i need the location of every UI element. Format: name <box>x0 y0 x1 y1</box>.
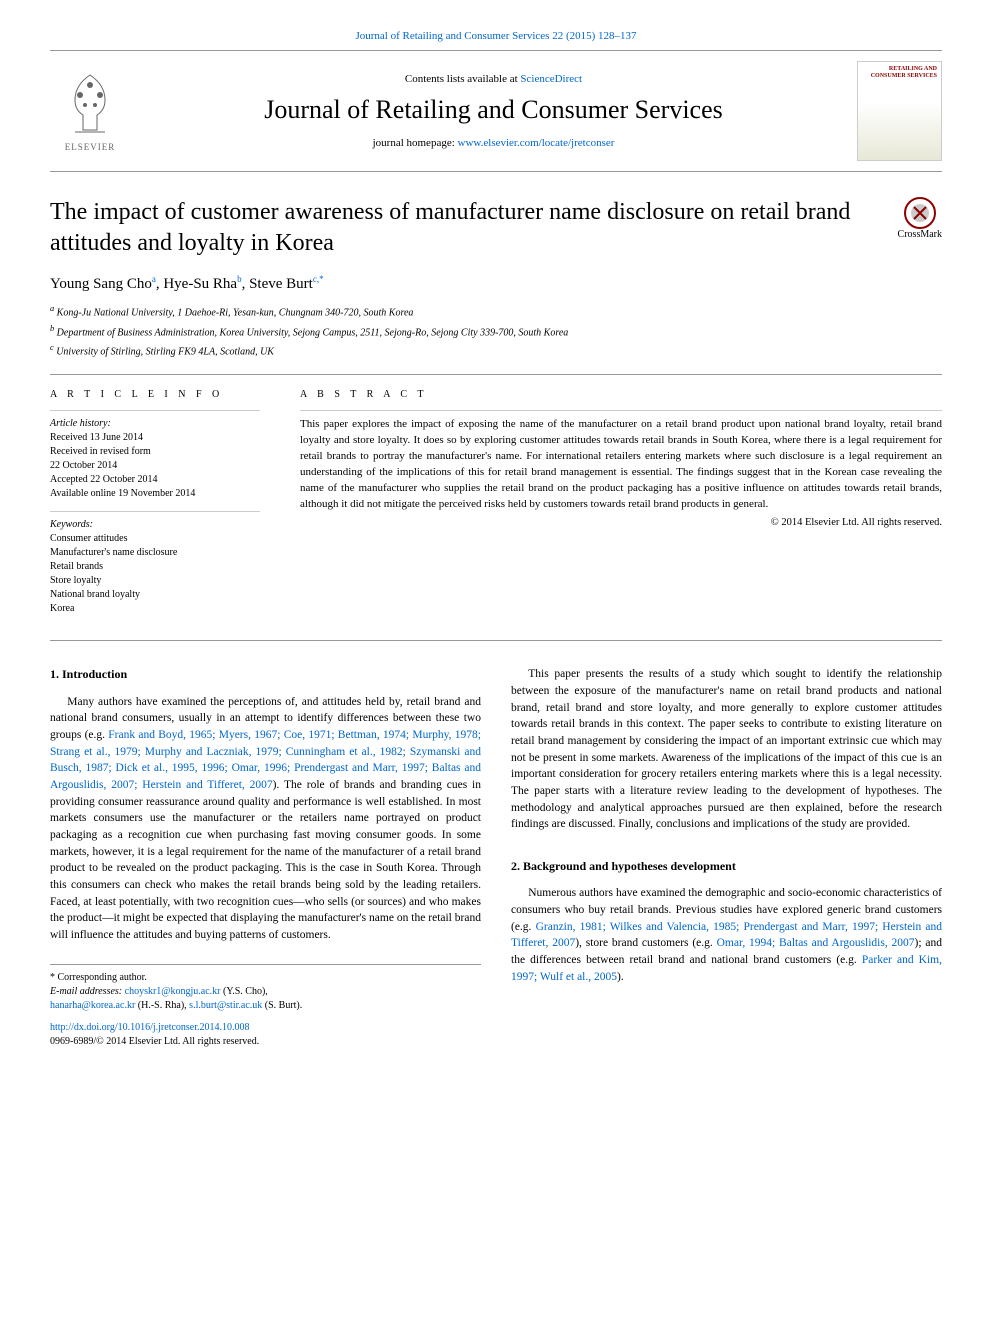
affiliation-c: c University of Stirling, Stirling FK9 4… <box>50 342 942 359</box>
email-1[interactable]: choyskr1@kongju.ac.kr <box>125 986 221 997</box>
aff-b-text: Department of Business Administration, K… <box>57 327 569 338</box>
corresponding-author: * Corresponding author. <box>50 971 481 985</box>
contents-line: Contents lists available at ScienceDirec… <box>150 73 837 85</box>
s1-p2: This paper presents the results of a stu… <box>511 666 942 833</box>
email-3[interactable]: s.l.burt@stir.ac.uk <box>189 1000 262 1011</box>
kw-1: Consumer attitudes <box>50 532 260 546</box>
homepage-prefix: journal homepage: <box>373 137 458 149</box>
article-info-heading: A R T I C L E I N F O <box>50 389 260 400</box>
kw-3: Retail brands <box>50 560 260 574</box>
running-head: Journal of Retailing and Consumer Servic… <box>50 30 942 42</box>
history-received: Received 13 June 2014 <box>50 431 260 445</box>
history-accepted: Accepted 22 October 2014 <box>50 473 260 487</box>
affiliation-b: b Department of Business Administration,… <box>50 323 942 340</box>
homepage-link[interactable]: www.elsevier.com/locate/jretconser <box>458 137 615 149</box>
running-head-link[interactable]: Journal of Retailing and Consumer Servic… <box>355 30 636 42</box>
email-3-name: (S. Burt). <box>262 1000 302 1011</box>
s2-p1: Numerous authors have examined the demog… <box>511 885 942 985</box>
elsevier-logo: ELSEVIER <box>50 70 130 152</box>
journal-name: Journal of Retailing and Consumer Servic… <box>150 95 837 125</box>
abstract-heading: A B S T R A C T <box>300 389 942 400</box>
keywords-label: Keywords: <box>50 518 260 532</box>
kw-5: National brand loyalty <box>50 588 260 602</box>
affiliation-a: a Kong-Ju National University, 1 Daehoe-… <box>50 303 942 320</box>
s2-cite2[interactable]: Omar, 1994; Baltas and Argouslidis, 2007 <box>717 937 915 949</box>
journal-cover-thumb: RETAILING AND CONSUMER SERVICES <box>857 61 942 161</box>
s2-mid1: ), store brand customers (e.g. <box>575 937 716 949</box>
s2-end: ). <box>617 971 624 983</box>
journal-cover-text: RETAILING AND CONSUMER SERVICES <box>858 62 941 83</box>
author-3-aff: c,* <box>313 274 324 284</box>
s1-p1b: ). The role of brands and branding cues … <box>50 779 481 941</box>
author-3: Steve Burt <box>249 276 313 292</box>
s1-p1: Many authors have examined the perceptio… <box>50 694 481 944</box>
issn-line: 0969-6989/© 2014 Elsevier Ltd. All right… <box>50 1035 481 1050</box>
email-1-name: (Y.S. Cho), <box>220 986 267 997</box>
article-title: The impact of customer awareness of manu… <box>50 197 878 259</box>
kw-2: Manufacturer's name disclosure <box>50 546 260 560</box>
abstract-col: A B S T R A C T This paper explores the … <box>300 389 942 626</box>
footnote-block: * Corresponding author. E-mail addresses… <box>50 964 481 1013</box>
email-2[interactable]: hanarha@korea.ac.kr <box>50 1000 135 1011</box>
history-label: Article history: <box>50 417 260 431</box>
email-2-name: (H.-S. Rha), <box>135 1000 189 1011</box>
email-line: E-mail addresses: choyskr1@kongju.ac.kr … <box>50 985 481 1013</box>
aff-c-text: University of Stirling, Stirling FK9 4LA… <box>56 346 274 357</box>
author-2: Hye-Su Rha <box>163 276 237 292</box>
section-2-heading: 2. Background and hypotheses development <box>511 858 942 875</box>
doi-link[interactable]: http://dx.doi.org/10.1016/j.jretconser.2… <box>50 1022 250 1033</box>
crossmark-label: CrossMark <box>898 229 942 240</box>
author-1: Young Sang Cho <box>50 276 152 292</box>
history-revised-2: 22 October 2014 <box>50 459 260 473</box>
history-revised-1: Received in revised form <box>50 445 260 459</box>
article-info-col: A R T I C L E I N F O Article history: R… <box>50 389 260 626</box>
section-1-heading: 1. Introduction <box>50 666 481 683</box>
right-column: This paper presents the results of a stu… <box>511 666 942 1049</box>
sciencedirect-link[interactable]: ScienceDirect <box>520 73 582 85</box>
kw-4: Store loyalty <box>50 574 260 588</box>
body-columns: 1. Introduction Many authors have examin… <box>50 666 942 1049</box>
homepage-line: journal homepage: www.elsevier.com/locat… <box>150 137 837 149</box>
doi-block: http://dx.doi.org/10.1016/j.jretconser.2… <box>50 1021 481 1050</box>
crossmark-badge[interactable]: CrossMark <box>898 197 942 240</box>
author-2-aff: b <box>237 274 242 284</box>
history-online: Available online 19 November 2014 <box>50 487 260 501</box>
author-1-aff: a <box>152 274 156 284</box>
crossmark-icon <box>904 197 936 229</box>
elsevier-tree-icon <box>55 70 125 140</box>
abstract-text: This paper explores the impact of exposi… <box>300 417 942 513</box>
abstract-copyright: © 2014 Elsevier Ltd. All rights reserved… <box>300 517 942 528</box>
author-list: Young Sang Choa, Hye-Su Rhab, Steve Burt… <box>50 274 942 293</box>
left-column: 1. Introduction Many authors have examin… <box>50 666 481 1049</box>
journal-header: ELSEVIER Contents lists available at Sci… <box>50 50 942 172</box>
aff-a-text: Kong-Ju National University, 1 Daehoe-Ri… <box>57 308 414 319</box>
kw-6: Korea <box>50 602 260 616</box>
email-label: E-mail addresses: <box>50 986 125 997</box>
contents-prefix: Contents lists available at <box>405 73 520 85</box>
elsevier-label: ELSEVIER <box>65 142 116 152</box>
